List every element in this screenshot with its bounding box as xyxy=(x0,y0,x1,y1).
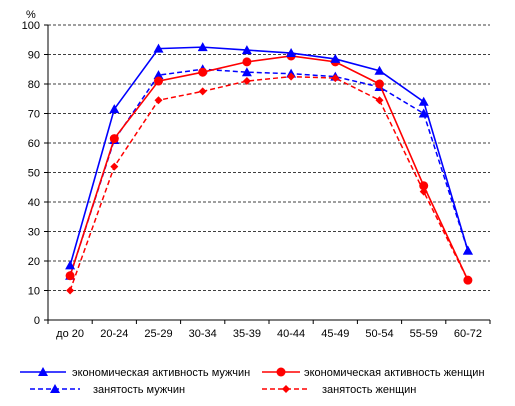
data-point xyxy=(330,53,341,63)
data-point xyxy=(418,96,429,106)
y-tick-label: 30 xyxy=(28,227,40,239)
data-point xyxy=(65,271,75,281)
series-line xyxy=(69,68,469,276)
data-point xyxy=(109,104,120,114)
series-line xyxy=(69,75,469,291)
data-point xyxy=(418,108,429,118)
x-tick-label: 30-34 xyxy=(189,328,217,340)
y-tick-label: 100 xyxy=(22,20,40,32)
legend-entry-0: экономическая активность мужчин xyxy=(20,367,250,379)
data-point xyxy=(65,260,76,270)
y-axis-label: % xyxy=(26,9,36,21)
x-tick-label: 45-49 xyxy=(321,328,349,340)
series-2 xyxy=(65,64,473,280)
data-point xyxy=(198,87,207,96)
data-point xyxy=(419,181,429,191)
y-tick-label: 20 xyxy=(28,256,40,268)
data-point xyxy=(154,96,163,105)
data-point xyxy=(197,42,208,52)
legend-entry-3: занятость женщин xyxy=(262,384,416,396)
grid-lines xyxy=(48,24,490,291)
legend-label: экономическая активность женщин xyxy=(304,367,485,379)
y-tick-label: 50 xyxy=(28,168,40,180)
y-tick-label: 60 xyxy=(28,138,40,150)
data-point xyxy=(109,134,119,144)
series-0 xyxy=(65,42,473,270)
x-tick-label: до 20 xyxy=(56,328,84,340)
data-point xyxy=(153,43,164,53)
y-tick-label: 0 xyxy=(34,315,40,327)
data-point xyxy=(241,67,252,77)
legend: экономическая активность мужчин экономиче… xyxy=(20,367,485,396)
x-ticks: до 20 20-24 25-29 30-34 35-39 40-44 45-49 50-54… xyxy=(47,320,491,340)
legend-marker xyxy=(50,384,60,393)
legend-marker xyxy=(276,367,286,377)
series-1 xyxy=(65,51,473,285)
y-ticks: 0 10 20 30 40 50 60 70 80 90 100 xyxy=(22,20,48,327)
x-tick-label: 60-72 xyxy=(454,328,482,340)
x-tick-label: 25-29 xyxy=(144,328,172,340)
data-point xyxy=(374,65,385,75)
legend-entry-2: занятость мужчин xyxy=(30,384,185,396)
x-tick-label: 40-44 xyxy=(277,328,305,340)
data-point xyxy=(110,162,119,171)
legend-label: экономическая активность мужчин xyxy=(72,367,250,379)
x-tick-label: 55-59 xyxy=(410,328,438,340)
series-3 xyxy=(66,72,472,295)
legend-label: занятость женщин xyxy=(322,384,416,396)
y-tick-label: 10 xyxy=(28,286,40,298)
y-tick-label: 80 xyxy=(28,79,40,91)
legend-label: занятость мужчин xyxy=(93,384,185,396)
data-point xyxy=(241,45,252,55)
series-line xyxy=(69,46,469,266)
data-point xyxy=(242,57,252,67)
legend-marker xyxy=(38,367,48,376)
x-tick-label: 35-39 xyxy=(233,328,261,340)
x-tick-label: 50-54 xyxy=(365,328,393,340)
data-point xyxy=(331,74,340,83)
y-tick-label: 90 xyxy=(28,50,40,62)
data-point xyxy=(286,48,297,58)
legend-entry-1: экономическая активность женщин xyxy=(262,367,485,379)
y-tick-label: 70 xyxy=(28,109,40,121)
data-point xyxy=(375,96,384,105)
data-point xyxy=(463,275,473,285)
data-point xyxy=(154,76,163,86)
series-group xyxy=(65,42,473,295)
data-point xyxy=(462,245,473,255)
data-point xyxy=(287,72,296,81)
data-point xyxy=(66,286,75,295)
x-tick-label: 20-24 xyxy=(100,328,128,340)
series-line xyxy=(69,55,469,281)
y-tick-label: 40 xyxy=(28,197,40,209)
data-point xyxy=(375,79,384,89)
data-point xyxy=(153,70,164,80)
legend-marker xyxy=(282,385,290,393)
data-point xyxy=(198,67,208,77)
data-point xyxy=(242,77,251,86)
